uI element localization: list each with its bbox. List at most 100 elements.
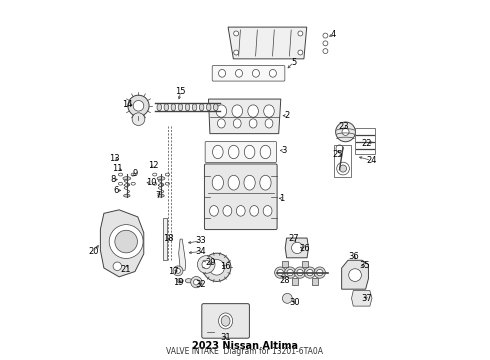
Bar (163, 218, 168, 260)
Text: 32: 32 (196, 280, 206, 289)
Ellipse shape (131, 173, 135, 176)
Text: 23: 23 (339, 122, 349, 131)
Ellipse shape (212, 175, 223, 190)
Circle shape (202, 260, 210, 269)
Circle shape (298, 31, 303, 36)
Circle shape (323, 41, 328, 46)
Ellipse shape (185, 279, 192, 283)
Text: 12: 12 (148, 161, 159, 170)
Text: 24: 24 (366, 156, 376, 165)
Text: 27: 27 (288, 234, 299, 243)
Circle shape (277, 269, 283, 276)
FancyBboxPatch shape (205, 141, 276, 162)
Text: 37: 37 (361, 294, 372, 303)
Polygon shape (179, 239, 186, 271)
Circle shape (294, 267, 306, 278)
Circle shape (173, 266, 183, 276)
Polygon shape (208, 99, 281, 134)
Ellipse shape (165, 173, 170, 176)
Ellipse shape (265, 119, 273, 128)
Circle shape (349, 269, 362, 282)
Bar (302, 261, 308, 267)
Text: 8: 8 (110, 175, 116, 184)
Text: 7: 7 (155, 191, 161, 200)
Circle shape (113, 262, 122, 270)
Ellipse shape (152, 173, 157, 176)
Ellipse shape (232, 105, 243, 117)
Ellipse shape (263, 206, 272, 216)
Circle shape (234, 50, 239, 55)
Ellipse shape (206, 104, 211, 111)
Circle shape (175, 268, 180, 273)
Text: 10: 10 (146, 178, 156, 187)
Ellipse shape (221, 316, 230, 326)
Ellipse shape (213, 145, 223, 159)
Text: 29: 29 (205, 258, 216, 267)
Ellipse shape (245, 145, 255, 159)
FancyBboxPatch shape (212, 66, 285, 81)
Polygon shape (351, 291, 372, 306)
Bar (292, 278, 298, 285)
Circle shape (282, 293, 292, 303)
FancyBboxPatch shape (204, 164, 277, 230)
Text: 21: 21 (121, 265, 131, 274)
Text: 19: 19 (173, 278, 184, 287)
Bar (355, 129, 375, 154)
Polygon shape (100, 210, 144, 277)
Text: 22: 22 (362, 139, 372, 148)
Circle shape (274, 267, 286, 278)
Circle shape (304, 267, 316, 278)
Ellipse shape (219, 69, 225, 77)
Text: 3: 3 (281, 146, 287, 155)
Text: 11: 11 (112, 164, 122, 173)
Text: 34: 34 (196, 247, 206, 256)
Circle shape (292, 242, 303, 253)
Circle shape (307, 269, 313, 276)
Circle shape (128, 95, 149, 116)
Ellipse shape (171, 104, 176, 111)
Text: 16: 16 (220, 262, 231, 271)
Text: 2023 Nissan Altima: 2023 Nissan Altima (192, 341, 298, 351)
Text: 5: 5 (291, 58, 296, 67)
Text: 25: 25 (332, 150, 343, 159)
Circle shape (297, 269, 303, 276)
Ellipse shape (158, 194, 164, 197)
Ellipse shape (185, 104, 190, 111)
Ellipse shape (131, 182, 135, 185)
Circle shape (336, 145, 343, 152)
Text: 35: 35 (360, 261, 370, 270)
Circle shape (115, 230, 137, 253)
Circle shape (342, 129, 349, 135)
Circle shape (203, 253, 231, 282)
Text: 36: 36 (348, 252, 359, 261)
Circle shape (194, 279, 199, 285)
Ellipse shape (218, 119, 225, 128)
Ellipse shape (164, 104, 169, 111)
Ellipse shape (250, 206, 259, 216)
FancyBboxPatch shape (202, 303, 249, 338)
Text: 1: 1 (279, 194, 285, 203)
Ellipse shape (199, 104, 204, 111)
Ellipse shape (214, 104, 218, 111)
Circle shape (285, 267, 296, 278)
Ellipse shape (260, 145, 271, 159)
Ellipse shape (233, 119, 241, 128)
Text: 4: 4 (331, 30, 336, 39)
Ellipse shape (228, 175, 239, 190)
Bar (334, 145, 351, 177)
Polygon shape (285, 238, 309, 258)
Text: 15: 15 (175, 87, 186, 96)
Ellipse shape (244, 175, 255, 190)
Text: 17: 17 (169, 267, 179, 276)
Ellipse shape (264, 105, 274, 117)
Ellipse shape (270, 69, 276, 77)
Text: 28: 28 (279, 276, 290, 285)
Circle shape (336, 122, 355, 142)
Circle shape (323, 49, 328, 54)
Text: 33: 33 (196, 237, 206, 246)
Ellipse shape (178, 104, 183, 111)
Ellipse shape (249, 119, 257, 128)
Text: 13: 13 (109, 154, 120, 163)
Polygon shape (228, 27, 307, 59)
Text: 26: 26 (299, 244, 310, 253)
